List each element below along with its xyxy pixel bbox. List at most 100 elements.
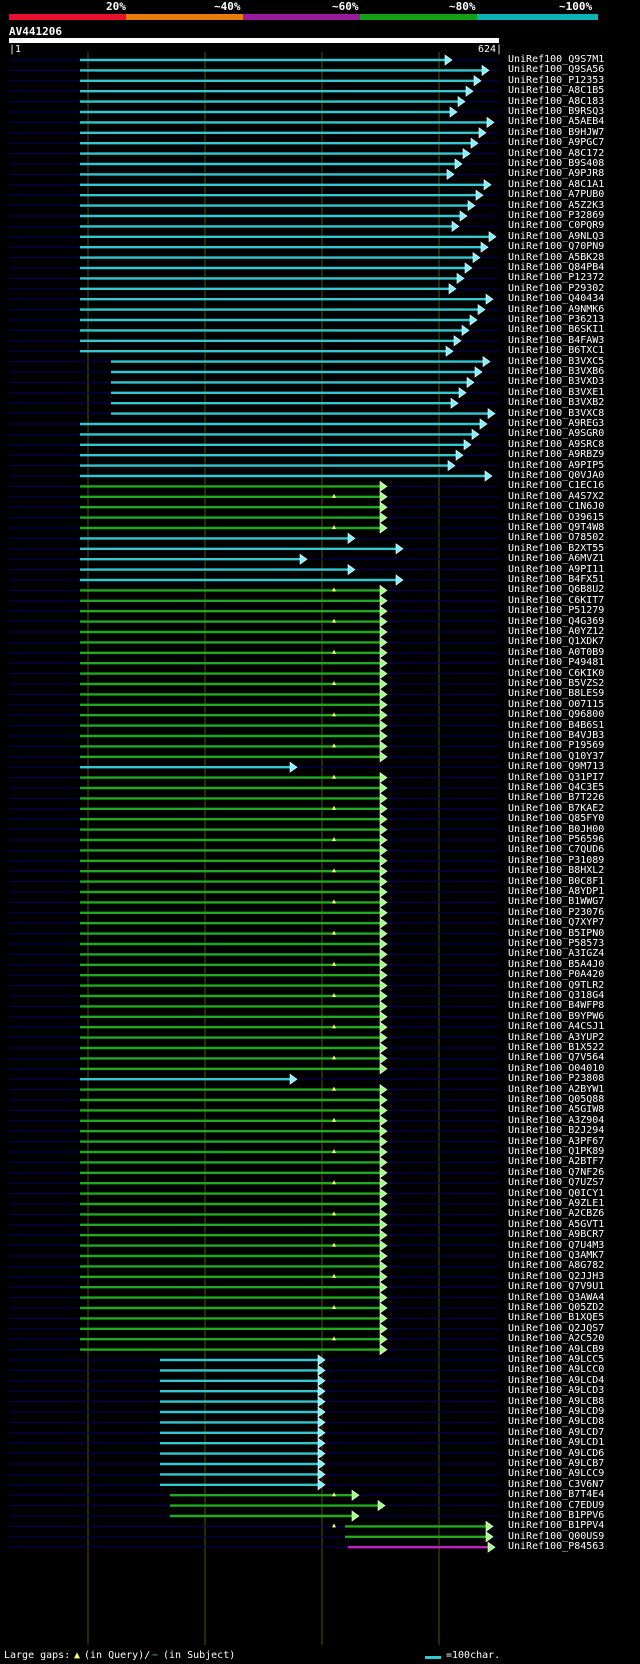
- hit-label[interactable]: UniRef100_A3Z904: [508, 1114, 605, 1126]
- hit-label[interactable]: UniRef100_A8YDP1: [508, 886, 605, 897]
- hit-label[interactable]: UniRef100_Q2JQS7: [508, 1322, 605, 1334]
- hit-label[interactable]: UniRef100_O04010: [508, 1062, 605, 1074]
- hit-label[interactable]: UniRef100_C1EC16: [508, 480, 605, 492]
- hit-label[interactable]: UniRef100_B9YPW6: [508, 1010, 605, 1022]
- hit-label[interactable]: UniRef100_A6MVZ1: [508, 553, 605, 565]
- hit-label[interactable]: UniRef100_Q7XYP7: [508, 917, 605, 929]
- hit-label[interactable]: UniRef100_B1WWG7: [508, 896, 605, 908]
- hit-label[interactable]: UniRef100_A0YZ12: [508, 626, 605, 637]
- hit-label[interactable]: UniRef100_B9HJW7: [508, 126, 605, 138]
- hit-label[interactable]: UniRef100_B4B6S1: [508, 719, 605, 731]
- hit-label[interactable]: UniRef100_B7KAE2: [508, 802, 605, 814]
- hit-label[interactable]: UniRef100_A4S7X2: [508, 490, 605, 502]
- hit-label[interactable]: UniRef100_A9LCD4: [508, 1374, 605, 1386]
- hit-label[interactable]: UniRef100_P29302: [508, 282, 605, 294]
- hit-label[interactable]: UniRef100_A9LCB9: [508, 1343, 605, 1355]
- hit-label[interactable]: UniRef100_A9LCD6: [508, 1447, 605, 1459]
- hit-label[interactable]: UniRef100_A8G782: [508, 1260, 605, 1272]
- hit-label[interactable]: UniRef100_P56596: [508, 834, 605, 845]
- hit-label[interactable]: UniRef100_A9BCR7: [508, 1229, 605, 1241]
- hit-label[interactable]: UniRef100_P31089: [508, 854, 605, 866]
- hit-label[interactable]: UniRef100_C0PQR9: [508, 220, 605, 232]
- hit-label[interactable]: UniRef100_Q4G369: [508, 615, 605, 627]
- hit-label[interactable]: UniRef100_B3VXE1: [508, 386, 605, 398]
- hit-label[interactable]: UniRef100_A2CBZ6: [508, 1208, 605, 1220]
- hit-label[interactable]: UniRef100_O07115: [508, 698, 605, 710]
- hit-label[interactable]: UniRef100_A8C183: [508, 95, 605, 107]
- hit-label[interactable]: UniRef100_P12353: [508, 74, 605, 86]
- hit-label[interactable]: UniRef100_A3YUP2: [508, 1031, 605, 1043]
- hit-label[interactable]: UniRef100_Q9T4W8: [508, 522, 605, 533]
- hit-label[interactable]: UniRef100_B6SKI1: [508, 324, 605, 336]
- hit-label[interactable]: UniRef100_Q05Q88: [508, 1094, 605, 1105]
- hit-label[interactable]: UniRef100_C7EDU9: [508, 1499, 605, 1511]
- hit-label[interactable]: UniRef100_P49481: [508, 657, 605, 669]
- hit-label[interactable]: UniRef100_B3VXB2: [508, 397, 605, 409]
- hit-label[interactable]: UniRef100_B1PPV4: [508, 1520, 605, 1532]
- hit-label[interactable]: UniRef100_A9LCD1: [508, 1437, 605, 1449]
- hit-label[interactable]: UniRef100_A9RBZ9: [508, 449, 605, 461]
- hit-label[interactable]: UniRef100_Q9S7M1: [508, 54, 605, 65]
- hit-label[interactable]: UniRef100_A9PJR8: [508, 168, 605, 180]
- hit-label[interactable]: UniRef100_B1XQE5: [508, 1312, 605, 1324]
- hit-label[interactable]: UniRef100_A4CSJ1: [508, 1021, 605, 1033]
- hit-label[interactable]: UniRef100_Q05ZD2: [508, 1302, 605, 1313]
- hit-label[interactable]: UniRef100_Q7UZS7: [508, 1177, 605, 1189]
- hit-label[interactable]: UniRef100_B6TXC1: [508, 345, 605, 357]
- hit-label[interactable]: UniRef100_A2C520: [508, 1333, 605, 1345]
- hit-label[interactable]: UniRef100_Q6B8U2: [508, 584, 605, 596]
- hit-label[interactable]: UniRef100_A9ZLE1: [508, 1198, 605, 1209]
- hit-label[interactable]: UniRef100_A9LCC5: [508, 1354, 605, 1365]
- hit-label[interactable]: UniRef100_B4FX51: [508, 574, 605, 585]
- hit-label[interactable]: UniRef100_Q0ICY1: [508, 1187, 605, 1199]
- hit-label[interactable]: UniRef100_Q1PK89: [508, 1146, 605, 1157]
- hit-label[interactable]: UniRef100_B7T4E4: [508, 1489, 605, 1501]
- hit-label[interactable]: UniRef100_Q4C3E5: [508, 782, 605, 793]
- hit-label[interactable]: UniRef100_A9PIP5: [508, 459, 605, 471]
- hit-label[interactable]: UniRef100_B4VJB3: [508, 730, 605, 741]
- hit-label[interactable]: UniRef100_Q70PN9: [508, 241, 605, 253]
- hit-label[interactable]: UniRef100_A9LCD7: [508, 1426, 605, 1438]
- hit-label[interactable]: UniRef100_B3VXD3: [508, 376, 605, 388]
- hit-label[interactable]: UniRef100_A2BTF7: [508, 1156, 605, 1168]
- hit-label[interactable]: UniRef100_A5GIW8: [508, 1104, 605, 1116]
- hit-label[interactable]: UniRef100_B5VZS2: [508, 678, 605, 689]
- hit-label[interactable]: UniRef100_B3VXC5: [508, 355, 605, 367]
- hit-label[interactable]: UniRef100_Q9M713: [508, 761, 605, 773]
- hit-label[interactable]: UniRef100_B3VXB6: [508, 366, 605, 377]
- hit-label[interactable]: UniRef100_A3PF67: [508, 1135, 605, 1147]
- hit-label[interactable]: UniRef100_Q0VJA0: [508, 470, 605, 481]
- hit-label[interactable]: UniRef100_B9S408: [508, 158, 605, 169]
- hit-label[interactable]: UniRef100_Q85FY0: [508, 813, 605, 825]
- hit-label[interactable]: UniRef100_P23076: [508, 906, 605, 918]
- hit-label[interactable]: UniRef100_B2XT55: [508, 542, 605, 554]
- hit-label[interactable]: UniRef100_A9LCC9: [508, 1468, 605, 1480]
- hit-label[interactable]: UniRef100_A8C1A1: [508, 178, 605, 190]
- hit-label[interactable]: UniRef100_B5A4J0: [508, 958, 605, 970]
- hit-label[interactable]: UniRef100_A9LCD3: [508, 1385, 605, 1397]
- hit-label[interactable]: UniRef100_B3VXC8: [508, 407, 605, 419]
- hit-label[interactable]: UniRef100_A9REG3: [508, 418, 605, 429]
- hit-label[interactable]: UniRef100_Q00US9: [508, 1530, 605, 1542]
- hit-label[interactable]: UniRef100_A9NLQ3: [508, 230, 605, 242]
- hit-label[interactable]: UniRef100_A9LCB7: [508, 1458, 605, 1469]
- hit-label[interactable]: UniRef100_Q7V564: [508, 1052, 605, 1064]
- hit-label[interactable]: UniRef100_C6KIT7: [508, 594, 605, 606]
- hit-label[interactable]: UniRef100_Q318G4: [508, 990, 605, 1001]
- hit-label[interactable]: UniRef100_B7T226: [508, 792, 605, 804]
- hit-label[interactable]: UniRef100_C3V6N7: [508, 1478, 605, 1490]
- hit-label[interactable]: UniRef100_B8HXL2: [508, 865, 605, 877]
- hit-label[interactable]: UniRef100_A9LCC0: [508, 1364, 605, 1376]
- hit-label[interactable]: UniRef100_P36213: [508, 314, 605, 325]
- hit-label[interactable]: UniRef100_O39615: [508, 511, 605, 523]
- hit-label[interactable]: UniRef100_P51279: [508, 605, 605, 617]
- hit-label[interactable]: UniRef100_P19569: [508, 740, 605, 752]
- hit-label[interactable]: UniRef100_A2BYW1: [508, 1083, 605, 1095]
- hit-label[interactable]: UniRef100_A5GVT1: [508, 1218, 605, 1230]
- hit-label[interactable]: UniRef100_B0JH00: [508, 823, 605, 835]
- hit-label[interactable]: UniRef100_Q3AMK7: [508, 1250, 605, 1261]
- hit-label[interactable]: UniRef100_B1X522: [508, 1042, 605, 1053]
- hit-label[interactable]: UniRef100_Q31PI7: [508, 771, 605, 783]
- hit-label[interactable]: UniRef100_A9LCD8: [508, 1416, 605, 1428]
- hit-label[interactable]: UniRef100_P12372: [508, 272, 605, 284]
